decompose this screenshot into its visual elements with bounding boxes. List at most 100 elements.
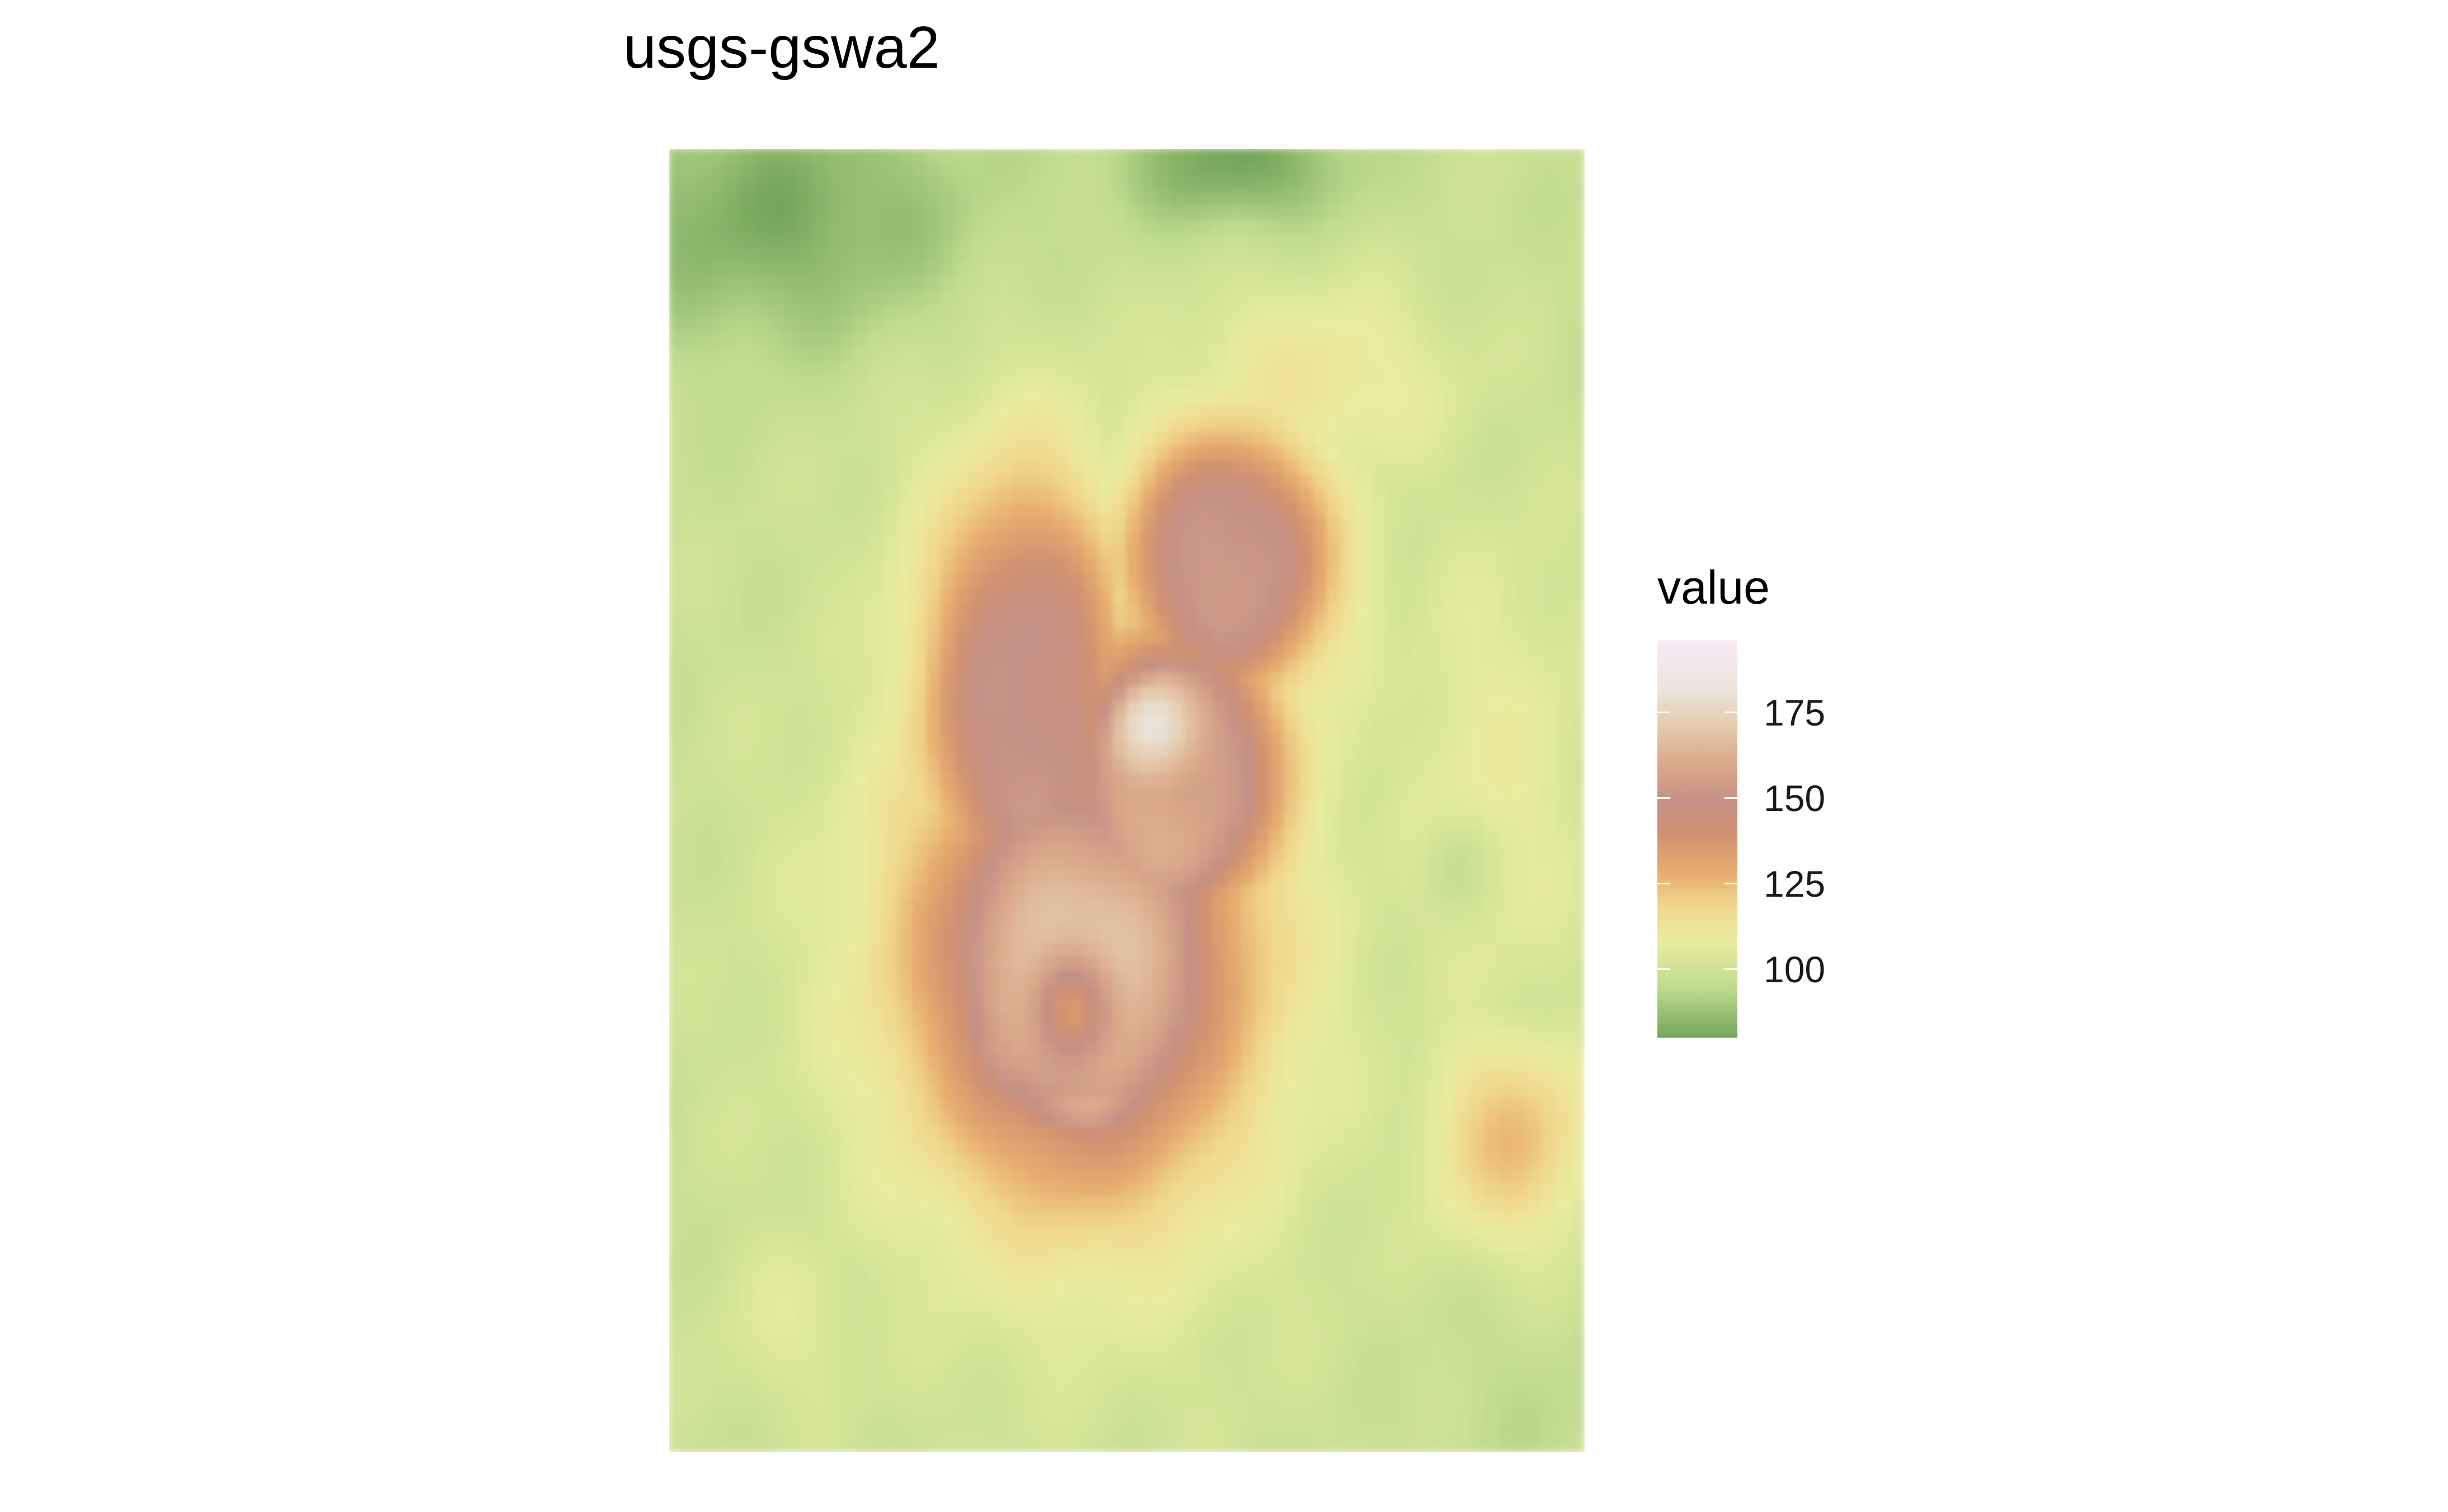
heatmap-cell [1441, 191, 1456, 206]
heatmap-cell [983, 177, 999, 192]
heatmap-cell [854, 262, 870, 277]
heatmap-cell [983, 290, 999, 305]
heatmap-cell [1327, 701, 1342, 716]
heatmap-cell [854, 502, 870, 517]
heatmap-cell [1155, 630, 1171, 645]
heatmap-cell [1284, 1098, 1299, 1113]
heatmap-cell [812, 941, 827, 957]
heatmap-cell [1212, 347, 1228, 362]
heatmap-cell [1241, 276, 1256, 291]
heatmap-cell [669, 1183, 684, 1198]
heatmap-cell [1126, 432, 1142, 447]
heatmap-cell [1141, 1154, 1156, 1169]
heatmap-cell [1556, 262, 1571, 277]
heatmap-cell [1227, 715, 1242, 730]
heatmap-cell [1412, 998, 1428, 1014]
heatmap-cell [898, 1140, 913, 1155]
heatmap-cell [1427, 474, 1442, 489]
heatmap-cell [1126, 1140, 1142, 1155]
heatmap-cell [1298, 729, 1313, 745]
heatmap-cell [1298, 757, 1313, 773]
heatmap-cell [1183, 757, 1199, 773]
heatmap-cell [854, 304, 870, 319]
heatmap-cell [1098, 460, 1113, 475]
heatmap-cell [1126, 162, 1142, 178]
heatmap-cell [1012, 1055, 1027, 1070]
heatmap-cell [1055, 389, 1070, 404]
heatmap-cell [1327, 417, 1342, 433]
heatmap-cell [1455, 432, 1470, 447]
heatmap-cell [1212, 446, 1228, 461]
heatmap-cell [1312, 630, 1328, 645]
heatmap-cell [1198, 587, 1213, 602]
heatmap-cell [1069, 956, 1084, 971]
heatmap-cell [1370, 474, 1385, 489]
heatmap-cell [1541, 1140, 1557, 1155]
heatmap-cell [1126, 998, 1142, 1014]
heatmap-cell [854, 1225, 870, 1240]
heatmap-cell [983, 913, 999, 929]
heatmap-cell [1012, 233, 1027, 248]
heatmap-cell [1441, 786, 1456, 801]
heatmap-cell [1069, 262, 1084, 277]
heatmap-cell [1570, 871, 1585, 886]
heatmap-cell [1112, 616, 1127, 631]
heatmap-cell [1198, 262, 1213, 277]
heatmap-cell [826, 488, 842, 503]
heatmap-cell [683, 587, 698, 602]
heatmap-cell [840, 984, 856, 1000]
heatmap-cell [869, 460, 884, 475]
heatmap-cell [697, 531, 713, 546]
heatmap-cell [1355, 757, 1371, 773]
heatmap-cell [769, 389, 784, 404]
heatmap-cell [869, 432, 884, 447]
heatmap-cell [1083, 1012, 1099, 1028]
heatmap-cell [1083, 149, 1099, 163]
heatmap-cell [812, 1140, 827, 1155]
heatmap-cell [712, 332, 727, 348]
heatmap-cell [797, 998, 813, 1014]
heatmap-cell [1112, 1210, 1127, 1226]
heatmap-cell [726, 885, 741, 900]
heatmap-cell [1041, 786, 1056, 801]
heatmap-cell [1441, 1111, 1456, 1127]
heatmap-cell [1212, 1140, 1228, 1155]
heatmap-cell [869, 205, 884, 220]
heatmap-cell [1212, 1069, 1228, 1085]
heatmap-cell [1298, 856, 1313, 872]
heatmap-cell [1355, 1041, 1371, 1056]
heatmap-cell [1284, 672, 1299, 687]
heatmap-cell [1327, 1183, 1342, 1198]
heatmap-cell [1169, 956, 1185, 971]
heatmap-cell [1284, 1084, 1299, 1099]
heatmap-cell [1370, 1098, 1385, 1113]
heatmap-cell [754, 1069, 770, 1085]
heatmap-cell [998, 1225, 1013, 1240]
heatmap-cell [969, 715, 984, 730]
heatmap-cell [1155, 474, 1171, 489]
heatmap-cell [1312, 1012, 1328, 1028]
heatmap-cell [1083, 276, 1099, 291]
heatmap-cell [812, 998, 827, 1014]
heatmap-cell [1498, 1168, 1514, 1184]
heatmap-cell [769, 149, 784, 163]
heatmap-cell [1098, 247, 1113, 263]
heatmap-cell [1398, 1069, 1413, 1085]
heatmap-cell [1270, 1140, 1285, 1155]
heatmap-cell [840, 998, 856, 1014]
heatmap-cell [740, 573, 755, 588]
heatmap-cell [783, 1012, 798, 1028]
heatmap-cell [1355, 771, 1371, 787]
heatmap-cell [1155, 644, 1171, 660]
heatmap-cell [712, 531, 727, 546]
heatmap-cell [1112, 446, 1127, 461]
heatmap-cell [1155, 332, 1171, 348]
heatmap-cell [1556, 644, 1571, 660]
heatmap-cell [712, 1197, 727, 1212]
heatmap-cell [1470, 191, 1485, 206]
heatmap-cell [669, 502, 684, 517]
heatmap-cell [983, 800, 999, 815]
heatmap-cell [1570, 219, 1585, 234]
heatmap-cell [854, 177, 870, 192]
heatmap-cell [1327, 332, 1342, 348]
